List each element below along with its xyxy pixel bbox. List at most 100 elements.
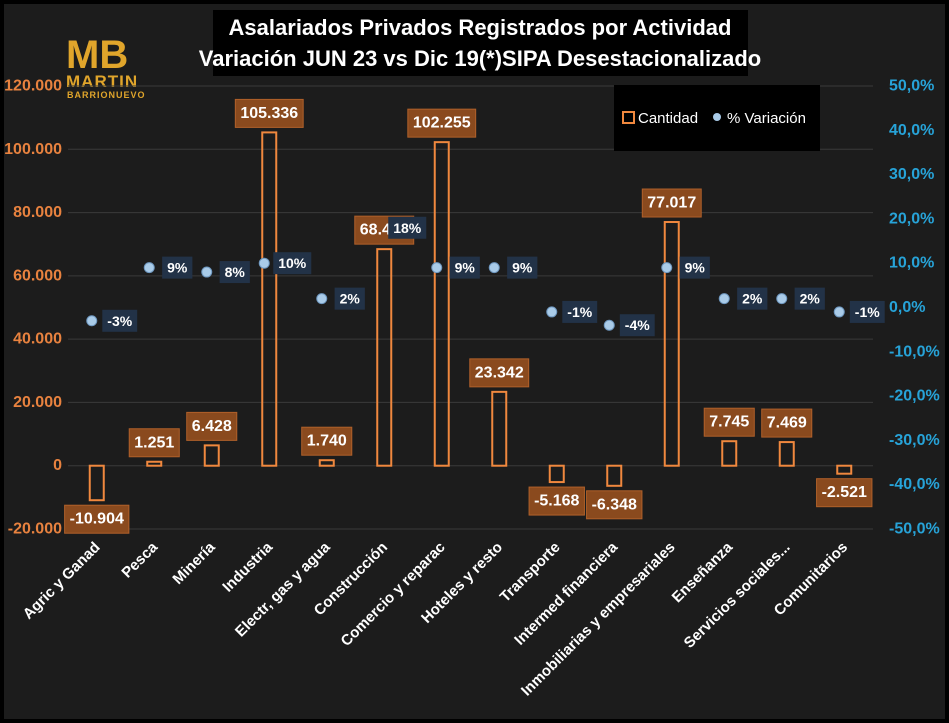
- bar-value-label: -10.904: [70, 511, 124, 528]
- pct-value-label: 9%: [167, 260, 188, 276]
- y-right-tick-label: -40,0%: [889, 476, 940, 493]
- bar-value-label-bg: [703, 407, 755, 437]
- y-right-tick-label: 20,0%: [889, 210, 934, 227]
- legend-label-variacion: % Variación: [727, 110, 806, 127]
- pct-value-label-bg: [619, 314, 655, 337]
- bar: [491, 390, 508, 467]
- bar-value-label-bg: [407, 108, 477, 138]
- bar-value-label-bg: [761, 408, 813, 438]
- pct-value-label: -1%: [567, 304, 592, 320]
- pct-value-label-bg: [849, 300, 885, 323]
- bar: [88, 464, 105, 502]
- bar-value-label: 105.336: [240, 105, 298, 122]
- bar-value-label: 77.017: [647, 195, 696, 212]
- y-right-tick-label: 40,0%: [889, 122, 934, 139]
- bar-value-label-bg: [641, 188, 702, 218]
- bar: [433, 141, 450, 467]
- bar-value-label: 23.342: [475, 364, 524, 381]
- pct-value-label-bg: [102, 309, 138, 332]
- legend-swatch-cantidad: [622, 111, 635, 124]
- bar-value-label-bg: [586, 490, 643, 520]
- variation-dot: [488, 262, 500, 274]
- bar-value-label-bg: [128, 428, 180, 458]
- y-left-tick-label: 120.000: [4, 78, 62, 95]
- y-axis-right: -50,0% -40,0% -30,0% -20,0% -10,0% 0,0% 10,0% 2…: [889, 78, 940, 538]
- logo-letters: MB: [66, 33, 128, 77]
- pct-value-label-bg: [562, 300, 598, 323]
- pct-value-label-bg: [449, 256, 480, 279]
- bar: [836, 464, 853, 475]
- logo-sub: BARRIONUEVO: [67, 90, 146, 100]
- y-left-tick-label: 20.000: [13, 394, 62, 411]
- bar-value-label-bg: [528, 486, 585, 516]
- y-right-tick-label: 30,0%: [889, 166, 934, 183]
- pct-value-label-bg: [737, 287, 768, 310]
- variation-dot: [546, 306, 558, 318]
- pct-value-label-bg: [273, 252, 312, 275]
- bar-series-cantidad: [88, 131, 853, 502]
- bar-value-label: 1.251: [134, 434, 174, 451]
- pct-value-label-bg: [219, 261, 250, 284]
- variation-dot: [201, 266, 213, 278]
- y-right-tick-label: -30,0%: [889, 432, 940, 449]
- pct-value-label: -3%: [107, 313, 132, 329]
- y-right-tick-label: 10,0%: [889, 255, 934, 272]
- variation-dot: [316, 293, 328, 305]
- bar: [663, 221, 680, 467]
- pct-value-label: 9%: [685, 260, 706, 276]
- bar: [318, 459, 335, 467]
- pct-labels: -3% 9% 8% 10% 2% 18% 9% 9% -1% -4% 9% 2% 2% -1%: [102, 216, 885, 337]
- pct-value-label: 10%: [278, 255, 307, 271]
- bar: [261, 131, 278, 467]
- bar-value-label-bg: [186, 411, 238, 441]
- pct-value-label-bg: [388, 216, 427, 239]
- bar: [778, 441, 795, 467]
- title-box: [213, 10, 748, 76]
- bar-value-label-bg: [301, 426, 353, 456]
- pct-value-label-bg: [507, 256, 538, 279]
- bar-value-label: 6.428: [192, 418, 232, 435]
- bar: [606, 464, 623, 487]
- bar: [376, 248, 393, 467]
- bar-value-label: 1.740: [307, 433, 347, 450]
- variation-dot: [143, 262, 155, 274]
- chart-title: Asalariados Privados Registrados por Act…: [229, 15, 732, 40]
- variation-dot: [833, 306, 845, 318]
- pct-value-label-bg: [162, 256, 193, 279]
- variation-dot: [86, 315, 98, 327]
- bar-value-label-bg: [816, 478, 873, 508]
- chart-subtitle: Variación JUN 23 vs Dic 19(*)SIPA Desest…: [199, 46, 761, 71]
- pct-value-label: 8%: [225, 264, 246, 280]
- logo: MB MARTIN BARRIONUEVO: [66, 33, 146, 100]
- logo-name: MARTIN: [66, 72, 138, 91]
- bar-value-label-bg: [64, 504, 130, 534]
- y-left-tick-label: 80.000: [13, 204, 62, 221]
- bar: [203, 444, 220, 467]
- bar-value-label: 102.255: [413, 115, 471, 132]
- pct-value-label: -1%: [855, 304, 880, 320]
- bar: [721, 440, 738, 467]
- pct-value-label: 2%: [800, 291, 821, 307]
- bar-value-label: -6.348: [592, 496, 637, 513]
- y-right-tick-label: -20,0%: [889, 388, 940, 405]
- bar-value-label-bg: [469, 358, 530, 388]
- y-axis-left: -20.000 0 20.000 40.000 60.000 80.000 100.000 1…: [4, 78, 62, 538]
- pct-value-label-bg: [679, 256, 710, 279]
- gridlines: [68, 85, 873, 530]
- y-left-tick-label: 60.000: [13, 267, 62, 284]
- variation-dot: [661, 262, 673, 274]
- variation-dot: [258, 257, 270, 269]
- pct-value-label: 18%: [393, 220, 422, 236]
- pct-value-label-bg: [794, 287, 825, 310]
- variation-dot: [776, 293, 788, 305]
- bar: [548, 464, 565, 484]
- bar-value-label: 7.469: [767, 415, 807, 432]
- bar-value-label: 7.745: [709, 414, 749, 431]
- y-left-tick-label: 40.000: [13, 331, 62, 348]
- pct-value-label: -4%: [625, 317, 650, 333]
- y-right-tick-label: -50,0%: [889, 521, 940, 538]
- pct-value-label-bg: [334, 287, 365, 310]
- y-right-tick-label: 0,0%: [889, 299, 925, 316]
- y-right-tick-label: -10,0%: [889, 343, 940, 360]
